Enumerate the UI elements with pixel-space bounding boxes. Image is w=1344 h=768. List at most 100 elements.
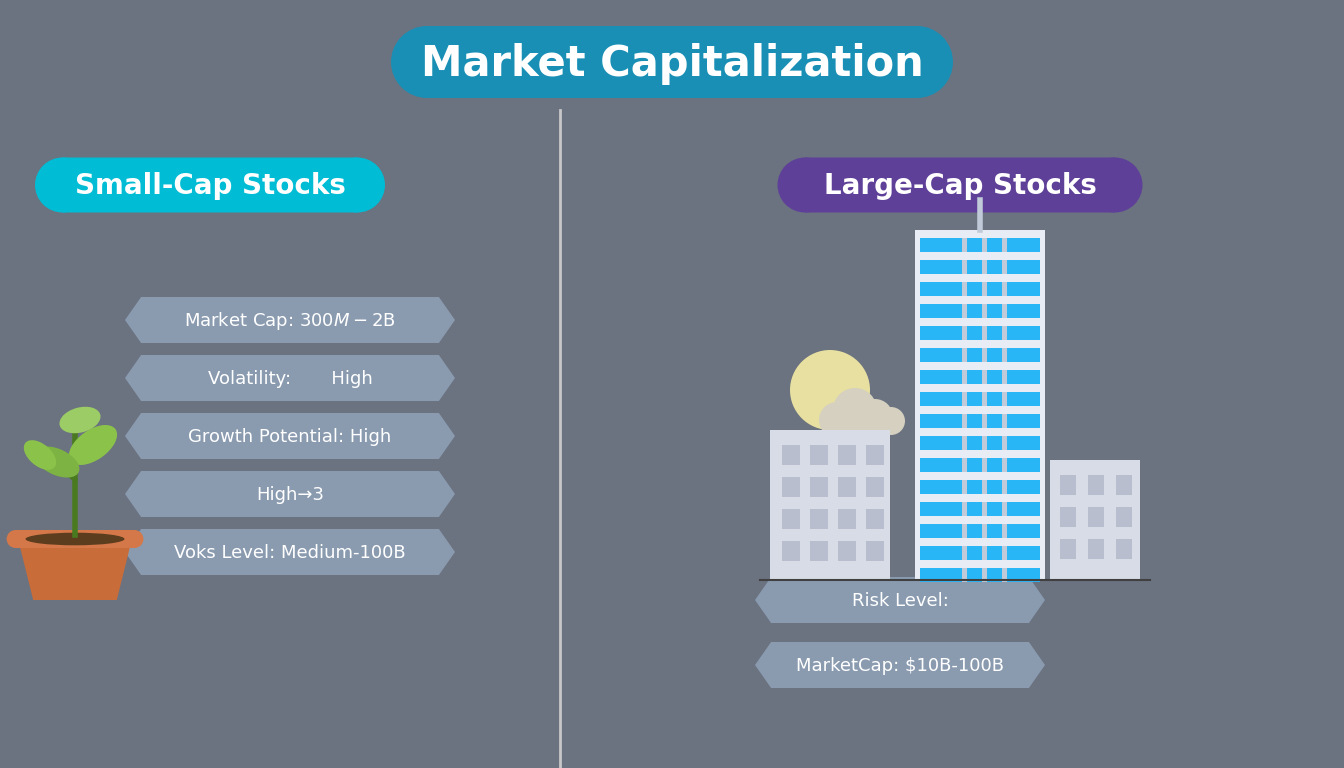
Circle shape xyxy=(882,26,953,98)
FancyBboxPatch shape xyxy=(1003,502,1007,516)
FancyBboxPatch shape xyxy=(962,546,966,560)
FancyBboxPatch shape xyxy=(782,477,800,497)
FancyBboxPatch shape xyxy=(782,541,800,561)
FancyBboxPatch shape xyxy=(839,541,856,561)
Text: Small-Cap Stocks: Small-Cap Stocks xyxy=(74,172,345,200)
FancyBboxPatch shape xyxy=(982,480,986,494)
FancyBboxPatch shape xyxy=(1060,539,1077,559)
FancyBboxPatch shape xyxy=(1003,392,1007,406)
FancyBboxPatch shape xyxy=(810,445,828,465)
FancyBboxPatch shape xyxy=(921,502,1040,516)
FancyBboxPatch shape xyxy=(982,568,986,582)
FancyBboxPatch shape xyxy=(839,477,856,497)
FancyBboxPatch shape xyxy=(921,238,1040,252)
FancyBboxPatch shape xyxy=(1089,475,1103,495)
FancyBboxPatch shape xyxy=(1003,282,1007,296)
FancyBboxPatch shape xyxy=(1003,458,1007,472)
Text: Voks Level: Medium-100B: Voks Level: Medium-100B xyxy=(175,544,406,562)
FancyBboxPatch shape xyxy=(921,392,1040,406)
Circle shape xyxy=(833,388,878,432)
FancyBboxPatch shape xyxy=(962,502,966,516)
FancyBboxPatch shape xyxy=(1003,524,1007,538)
FancyBboxPatch shape xyxy=(962,282,966,296)
FancyBboxPatch shape xyxy=(921,414,1040,428)
Polygon shape xyxy=(755,577,1046,623)
FancyBboxPatch shape xyxy=(962,370,966,384)
FancyBboxPatch shape xyxy=(982,414,986,428)
FancyBboxPatch shape xyxy=(1003,568,1007,582)
Polygon shape xyxy=(915,230,1046,580)
FancyBboxPatch shape xyxy=(921,458,1040,472)
FancyBboxPatch shape xyxy=(962,392,966,406)
Text: Market Capitalization: Market Capitalization xyxy=(421,43,923,85)
FancyBboxPatch shape xyxy=(962,260,966,274)
FancyBboxPatch shape xyxy=(982,370,986,384)
FancyBboxPatch shape xyxy=(839,509,856,529)
Circle shape xyxy=(331,157,384,213)
Text: Large-Cap Stocks: Large-Cap Stocks xyxy=(824,172,1097,200)
FancyBboxPatch shape xyxy=(16,530,134,548)
FancyBboxPatch shape xyxy=(866,477,884,497)
FancyBboxPatch shape xyxy=(805,157,1116,213)
FancyBboxPatch shape xyxy=(1116,475,1132,495)
FancyBboxPatch shape xyxy=(921,480,1040,494)
FancyBboxPatch shape xyxy=(1003,304,1007,318)
FancyBboxPatch shape xyxy=(982,304,986,318)
FancyBboxPatch shape xyxy=(1116,507,1132,527)
Polygon shape xyxy=(1050,460,1140,580)
FancyBboxPatch shape xyxy=(921,546,1040,560)
FancyBboxPatch shape xyxy=(921,370,1040,384)
FancyBboxPatch shape xyxy=(921,524,1040,538)
Ellipse shape xyxy=(69,425,117,465)
FancyBboxPatch shape xyxy=(921,260,1040,274)
FancyBboxPatch shape xyxy=(810,541,828,561)
FancyBboxPatch shape xyxy=(962,348,966,362)
FancyBboxPatch shape xyxy=(1089,507,1103,527)
FancyBboxPatch shape xyxy=(921,436,1040,450)
Ellipse shape xyxy=(59,407,101,433)
FancyBboxPatch shape xyxy=(962,480,966,494)
FancyBboxPatch shape xyxy=(1003,348,1007,362)
FancyBboxPatch shape xyxy=(427,26,917,98)
Text: Market Cap: $300M-$2B: Market Cap: $300M-$2B xyxy=(184,310,395,332)
Circle shape xyxy=(35,157,90,213)
Polygon shape xyxy=(755,642,1046,688)
FancyBboxPatch shape xyxy=(810,477,828,497)
FancyBboxPatch shape xyxy=(1003,260,1007,274)
FancyBboxPatch shape xyxy=(921,326,1040,340)
Circle shape xyxy=(818,402,855,438)
FancyBboxPatch shape xyxy=(982,436,986,450)
Circle shape xyxy=(878,407,905,435)
Text: Growth Potential: High: Growth Potential: High xyxy=(188,428,391,446)
FancyBboxPatch shape xyxy=(982,546,986,560)
FancyBboxPatch shape xyxy=(982,282,986,296)
FancyBboxPatch shape xyxy=(921,568,1040,582)
Polygon shape xyxy=(125,471,456,517)
FancyBboxPatch shape xyxy=(982,260,986,274)
FancyBboxPatch shape xyxy=(982,502,986,516)
FancyBboxPatch shape xyxy=(962,304,966,318)
Circle shape xyxy=(391,26,462,98)
FancyBboxPatch shape xyxy=(921,304,1040,318)
FancyBboxPatch shape xyxy=(782,509,800,529)
Polygon shape xyxy=(125,355,456,401)
FancyBboxPatch shape xyxy=(982,348,986,362)
FancyBboxPatch shape xyxy=(1003,414,1007,428)
Polygon shape xyxy=(125,413,456,459)
FancyBboxPatch shape xyxy=(782,445,800,465)
FancyBboxPatch shape xyxy=(962,568,966,582)
FancyBboxPatch shape xyxy=(962,238,966,252)
FancyBboxPatch shape xyxy=(962,326,966,340)
FancyBboxPatch shape xyxy=(1003,238,1007,252)
Circle shape xyxy=(7,530,24,548)
Ellipse shape xyxy=(35,446,79,478)
FancyBboxPatch shape xyxy=(1003,436,1007,450)
Text: Risk Level:: Risk Level: xyxy=(852,592,949,610)
FancyBboxPatch shape xyxy=(1089,539,1103,559)
Text: Volatility:       High: Volatility: High xyxy=(207,370,372,388)
FancyBboxPatch shape xyxy=(962,458,966,472)
Polygon shape xyxy=(125,297,456,343)
Circle shape xyxy=(777,157,832,213)
Circle shape xyxy=(790,350,870,430)
FancyBboxPatch shape xyxy=(1116,539,1132,559)
